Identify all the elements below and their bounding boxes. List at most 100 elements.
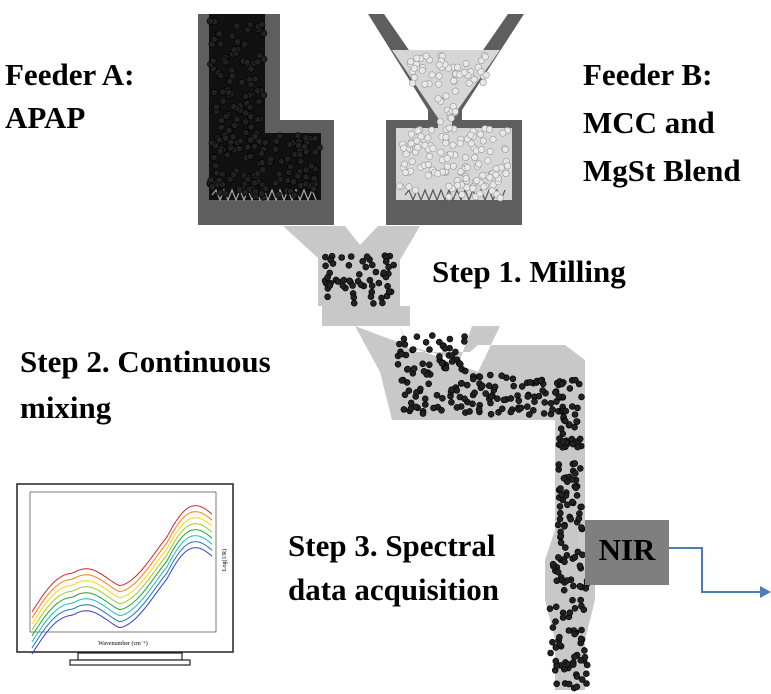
spectrum-curve [31,523,213,631]
spectrum-curve [31,517,213,625]
particle [552,618,559,625]
particle [254,116,262,124]
particle [210,35,218,43]
particle [370,300,377,307]
particle [569,596,576,604]
particle [405,183,413,191]
particle [242,92,250,100]
particle [256,51,264,59]
particle [566,421,573,428]
particle [385,263,392,271]
particle [571,470,579,477]
spectrum-inset: Wavenumber (cm⁻¹) Log(1/R) [16,483,234,666]
particle [217,123,225,131]
particle [301,143,309,151]
particle [244,175,252,183]
particle [560,474,568,482]
particle [456,139,464,147]
particle [338,254,346,261]
particle [546,605,554,613]
particle [385,288,393,295]
particle [441,345,449,352]
particle [547,399,555,407]
particle [451,108,459,116]
particle [475,405,483,413]
particle [229,133,237,141]
particle [246,103,254,111]
step-label: Step 2. Continuous [20,344,271,379]
particle [467,131,475,139]
feeder-b-label: Feeder B: [583,57,712,92]
particle [315,144,323,152]
particle [561,544,569,551]
particle [559,614,567,621]
particle [556,633,563,641]
particle [350,299,358,307]
particle [569,582,577,590]
particle [400,335,408,343]
particle [215,176,223,184]
particle [285,168,293,176]
step-label: mixing [20,390,112,425]
particle [401,391,409,399]
particle [442,133,450,141]
particle [578,626,585,634]
particle [439,394,446,402]
particle [426,152,434,160]
particle [247,81,255,89]
particle [394,360,402,368]
particle [507,408,515,416]
inset-plot [29,491,217,633]
particle [414,127,422,135]
particle [453,404,461,411]
particle [576,465,584,472]
feeder-a-label: Feeder A: [5,57,134,92]
particle [206,17,214,25]
particle [251,132,259,140]
particle [296,181,304,189]
spectrum-curve [31,535,213,643]
particle [447,114,455,122]
particle [478,382,486,390]
particle [241,188,249,196]
particle [286,141,294,149]
particle [469,184,477,192]
particle [448,352,456,359]
particle [456,360,464,368]
particle [525,411,533,418]
particle [429,144,437,152]
particle [215,136,223,144]
particle [367,293,375,301]
particle [443,154,451,162]
particle [573,418,580,425]
particle [242,118,250,126]
particle [241,40,249,48]
particle [398,377,406,384]
particle [242,129,250,137]
particle [549,560,557,568]
particle [407,58,415,66]
particle [219,97,227,105]
particle [540,410,548,417]
particle [424,161,432,169]
particle [424,171,432,179]
particle [425,361,433,369]
particle [260,29,268,37]
particle [293,172,301,180]
particle [426,346,433,353]
particle [491,383,499,391]
step-label: Step 3. Spectral [288,528,496,563]
particle [547,649,554,657]
particle [562,407,570,415]
particle [476,190,484,198]
particle [350,294,358,301]
particle [484,157,492,165]
particle [556,503,564,510]
particle [422,338,430,346]
particle [449,162,457,170]
particle [557,425,565,433]
particle [473,177,481,185]
particle [486,125,494,133]
particle [571,630,578,638]
particle [487,410,495,418]
